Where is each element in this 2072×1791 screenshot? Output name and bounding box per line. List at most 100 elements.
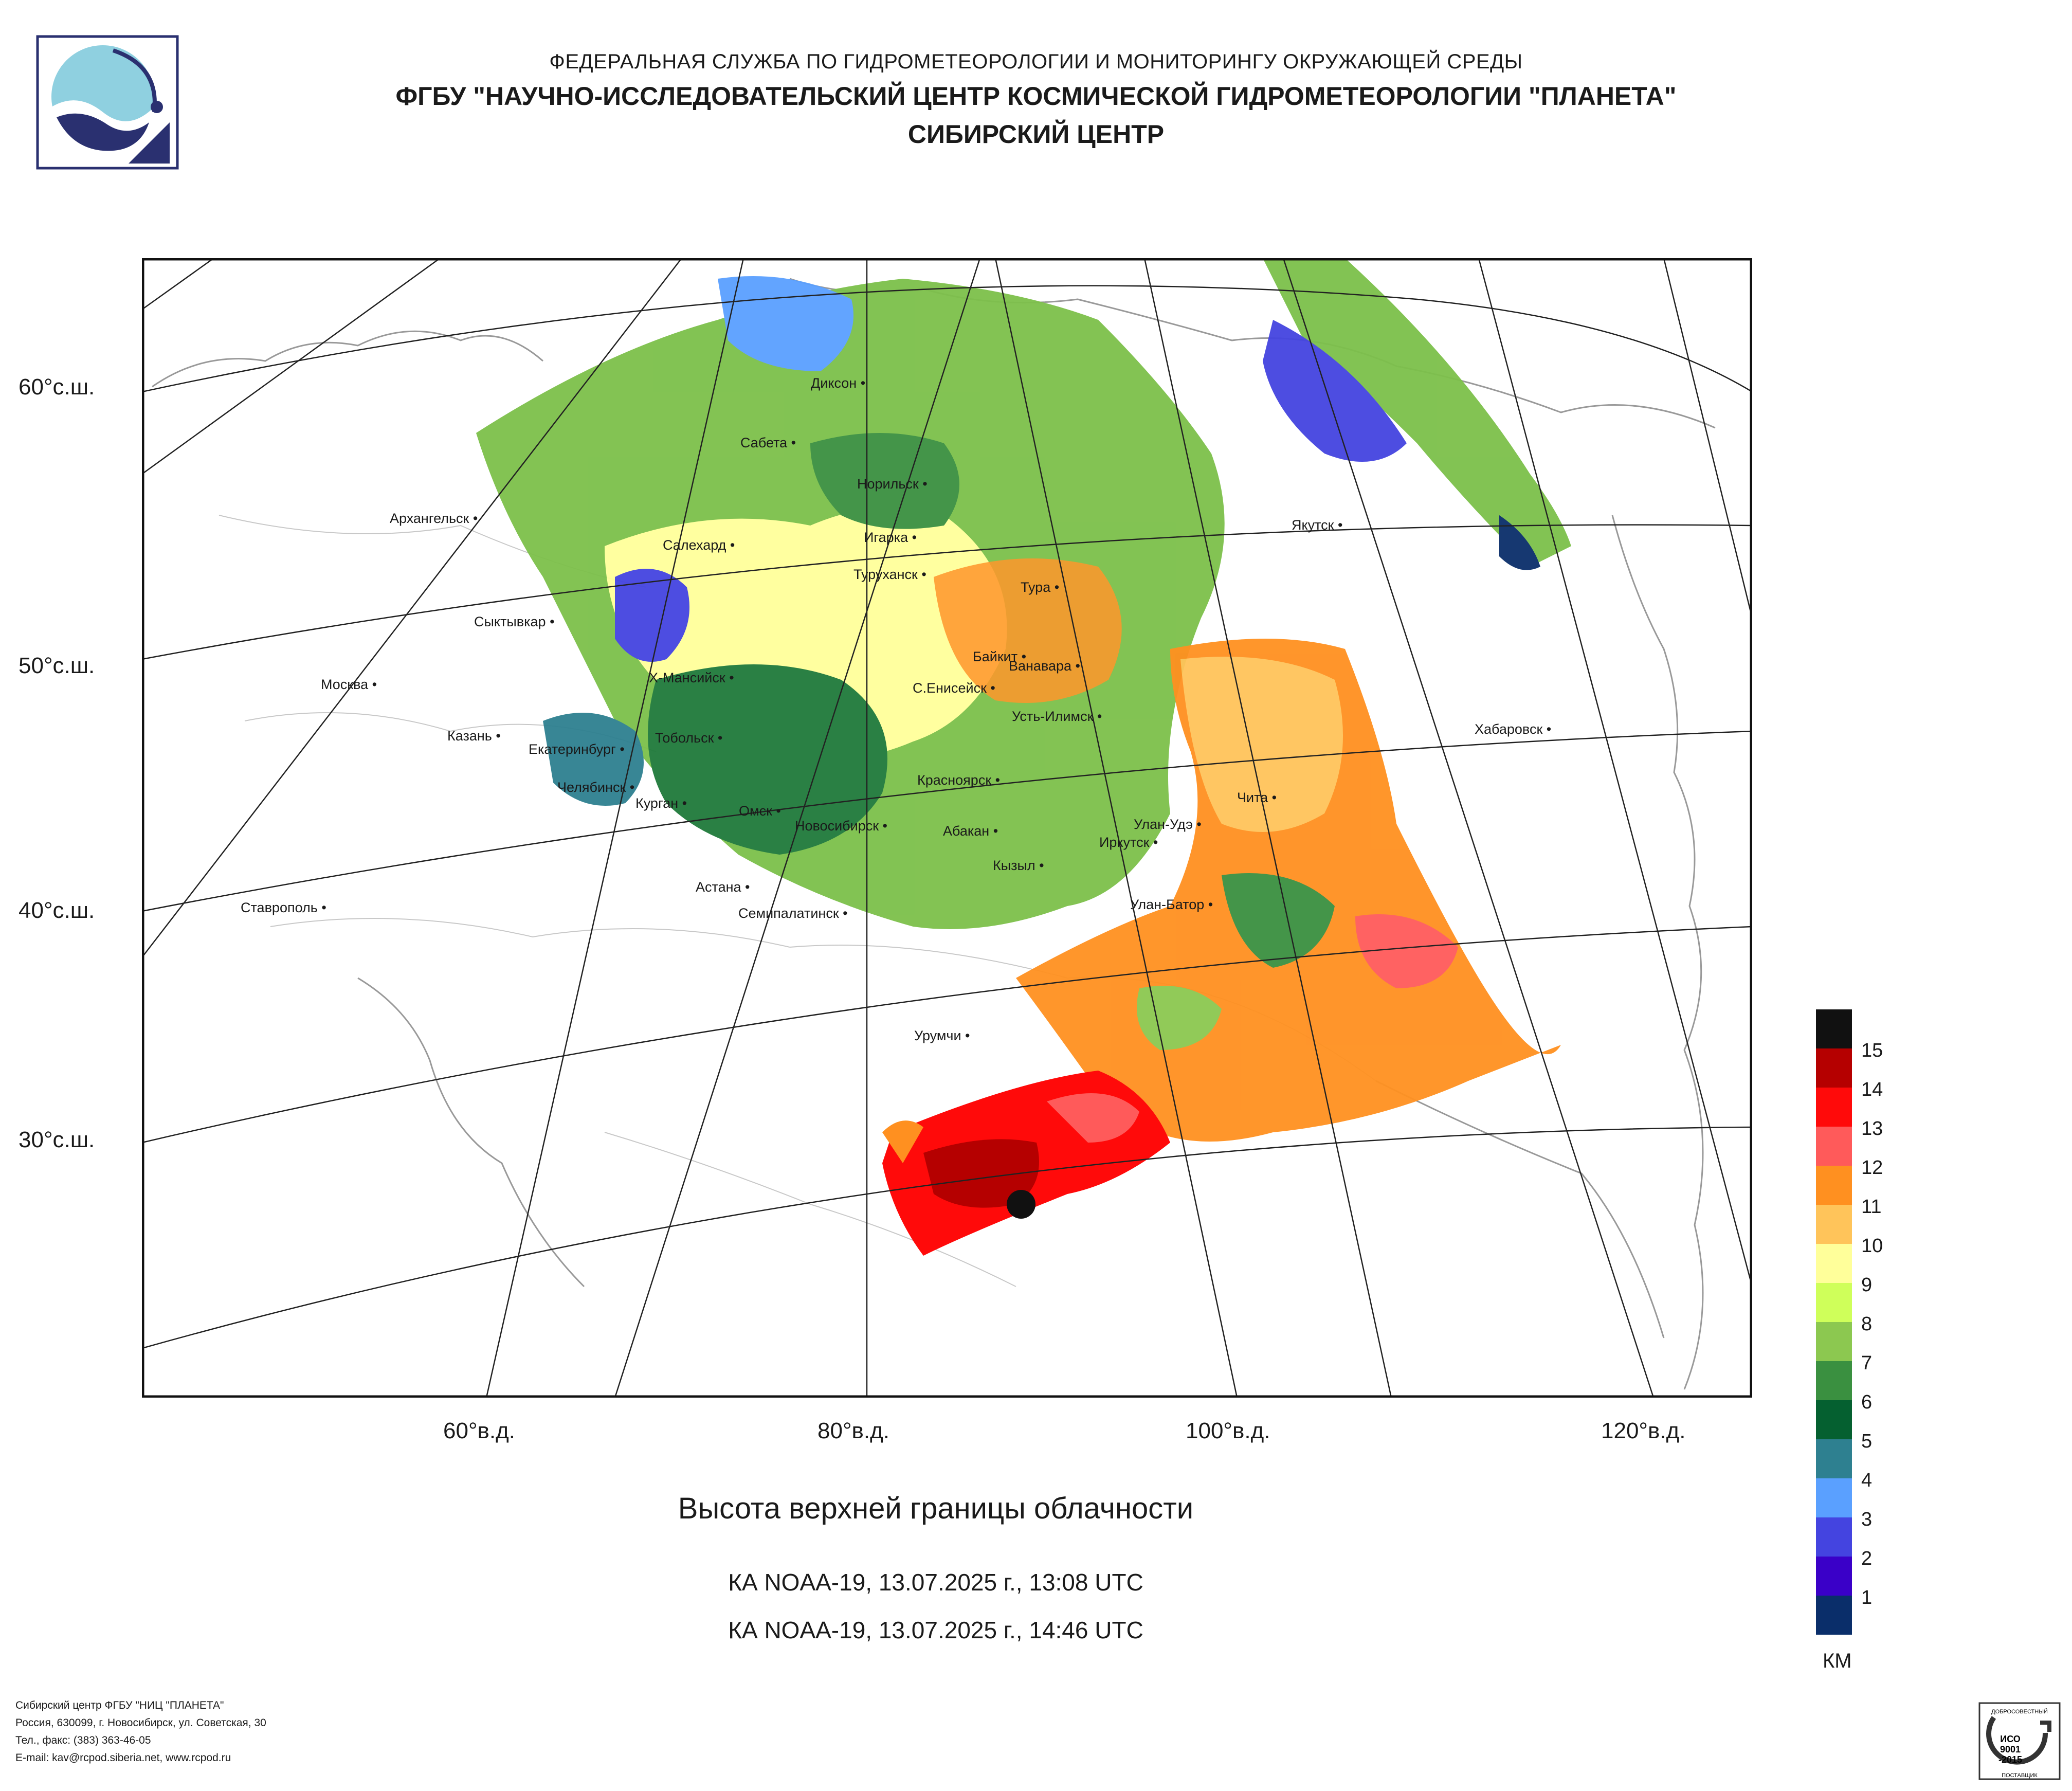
iso-number: 9001 xyxy=(2000,1744,2021,1754)
legend-unit: КМ xyxy=(1823,1650,1852,1672)
city-label: Ставрополь • xyxy=(241,900,326,915)
city-label: Диксон • xyxy=(811,375,866,391)
legend-level: 15 xyxy=(1861,1040,1883,1061)
legend-level: 4 xyxy=(1861,1470,1873,1491)
city-label: Улан-Удэ • xyxy=(1134,817,1202,832)
legend-swatch xyxy=(1816,1088,1852,1127)
city-label: Ванавара • xyxy=(1009,658,1080,674)
legend-swatch xyxy=(1816,1400,1852,1439)
city-label: Астана • xyxy=(696,879,750,895)
legend-swatch xyxy=(1816,1322,1852,1361)
footer-contacts: Сибирский центр ФГБУ "НИЦ "ПЛАНЕТА" Росс… xyxy=(15,1697,266,1767)
legend-swatch xyxy=(1816,1127,1852,1166)
city-label: Челябинск • xyxy=(557,780,635,795)
city-label: Москва • xyxy=(321,677,377,692)
legend-level: 5 xyxy=(1861,1431,1873,1452)
iso-label: ИСО xyxy=(2000,1734,2021,1744)
center-title: СИБИРСКИЙ ЦЕНТР xyxy=(907,120,1165,149)
legend-swatch xyxy=(1816,1596,1852,1635)
city-label: Байкит • xyxy=(973,649,1027,664)
legend-level: 6 xyxy=(1861,1391,1873,1413)
city-label: Семипалатинск • xyxy=(738,906,848,921)
planeta-logo xyxy=(36,35,179,170)
city-label: Красноярск • xyxy=(917,772,1001,788)
legend-level: 8 xyxy=(1861,1313,1873,1335)
city-label: Хабаровск • xyxy=(1475,721,1552,737)
city-label: Тобольск • xyxy=(655,730,723,746)
city-label: Иркутск • xyxy=(1099,835,1158,850)
city-label: Казань • xyxy=(447,728,501,744)
iso-bottom-text: ПОСТАВЩИК xyxy=(2002,1772,2038,1779)
legend-swatch xyxy=(1816,1166,1852,1205)
lon-label-80: 80°в.д. xyxy=(817,1418,890,1443)
city-label: Якутск • xyxy=(1292,517,1343,533)
meridian-lines xyxy=(142,258,1752,1398)
city-label: Абакан • xyxy=(943,823,998,839)
legend-swatch xyxy=(1816,1283,1852,1322)
legend-swatch xyxy=(1816,1205,1852,1244)
city-label: Игарка • xyxy=(864,530,917,545)
city-label: Урумчи • xyxy=(914,1028,970,1043)
city-label: Кызыл • xyxy=(993,858,1044,873)
legend-swatch xyxy=(1816,1244,1852,1283)
lat-label-50: 50°с.ш. xyxy=(19,653,95,678)
cloud-swath-east xyxy=(1016,258,1571,1142)
lon-label-100: 100°в.д. xyxy=(1186,1418,1270,1443)
lat-label-30: 30°с.ш. xyxy=(19,1127,95,1152)
agency-title: ФЕДЕРАЛЬНАЯ СЛУЖБА ПО ГИДРОМЕТЕОРОЛОГИИ … xyxy=(549,50,1523,73)
iso-certificate-badge: ДОБРОСОВЕСТНЫЙ ИСО 9001 -2015 ПОСТАВЩИК xyxy=(1978,1702,2061,1780)
cloud-top-height-map xyxy=(142,258,1752,1398)
legend-swatch xyxy=(1816,1009,1852,1048)
lat-label-40: 40°с.ш. xyxy=(19,898,95,923)
height-legend xyxy=(1816,1009,1852,1635)
city-label: Чита • xyxy=(1237,790,1277,805)
city-label: Туруханск • xyxy=(853,567,926,582)
legend-level: 7 xyxy=(1861,1352,1873,1374)
satellite-pass-1: КА NOAA-19, 13.07.2025 г., 13:08 UTC xyxy=(728,1569,1143,1596)
legend-swatch xyxy=(1816,1048,1852,1088)
lon-label-120: 120°в.д. xyxy=(1601,1418,1686,1443)
legend-level: 11 xyxy=(1861,1196,1882,1218)
city-label: Тура • xyxy=(1021,580,1060,595)
legend-swatch xyxy=(1816,1478,1852,1517)
institute-title: ФГБУ "НАУЧНО-ИССЛЕДОВАТЕЛЬСКИЙ ЦЕНТР КОС… xyxy=(395,82,1677,111)
footer-address: Россия, 630099, г. Новосибирск, ул. Сове… xyxy=(15,1717,266,1729)
footer-phone: Тел., факс: (383) 363-46-05 xyxy=(15,1734,151,1746)
iso-top-text: ДОБРОСОВЕСТНЫЙ xyxy=(1991,1708,2048,1715)
city-label: Архангельск • xyxy=(390,511,478,526)
city-label: Норильск • xyxy=(857,476,928,492)
city-label: Екатеринбург • xyxy=(529,741,625,757)
city-label: Курган • xyxy=(635,795,687,811)
iso-year: -2015 xyxy=(1998,1754,2022,1765)
city-label: Х-Мансийск • xyxy=(649,670,734,685)
city-label: Усть-Илимск • xyxy=(1012,709,1102,724)
footer-org: Сибирский центр ФГБУ "НИЦ "ПЛАНЕТА" xyxy=(15,1699,224,1711)
city-label: Сыктывкар • xyxy=(474,614,555,629)
footer-email: E-mail: kav@rcpod.siberia.net, www.rcpod… xyxy=(15,1752,231,1764)
city-label: С.Енисейск • xyxy=(913,680,995,696)
legend-level: 10 xyxy=(1861,1235,1883,1257)
city-label: Омск • xyxy=(739,803,781,819)
legend-level: 9 xyxy=(1861,1274,1873,1296)
cloud-swath-west xyxy=(476,276,1225,929)
legend-level: 3 xyxy=(1861,1509,1873,1530)
city-label: Салехард • xyxy=(663,537,735,553)
legend-swatch xyxy=(1816,1361,1852,1400)
city-label: Улан-Батор • xyxy=(1130,897,1213,912)
cloud-swath-south xyxy=(882,1071,1170,1256)
lon-label-60: 60°в.д. xyxy=(443,1418,516,1443)
legend-swatch xyxy=(1816,1517,1852,1557)
legend-swatch xyxy=(1816,1557,1852,1596)
lat-label-60: 60°с.ш. xyxy=(19,374,95,400)
latitude-lines xyxy=(142,285,1752,1349)
city-label: Сабета • xyxy=(740,435,796,450)
city-label: Новосибирск • xyxy=(795,818,887,834)
satellite-pass-2: КА NOAA-19, 13.07.2025 г., 14:46 UTC xyxy=(728,1617,1143,1643)
legend-level: 13 xyxy=(1861,1118,1883,1139)
product-title: Высота верхней границы облачности xyxy=(678,1492,1194,1525)
legend-level: 2 xyxy=(1861,1548,1873,1569)
legend-level: 1 xyxy=(1861,1587,1873,1608)
legend-level: 14 xyxy=(1861,1079,1883,1100)
legend-level: 12 xyxy=(1861,1157,1883,1179)
legend-swatch xyxy=(1816,1439,1852,1478)
